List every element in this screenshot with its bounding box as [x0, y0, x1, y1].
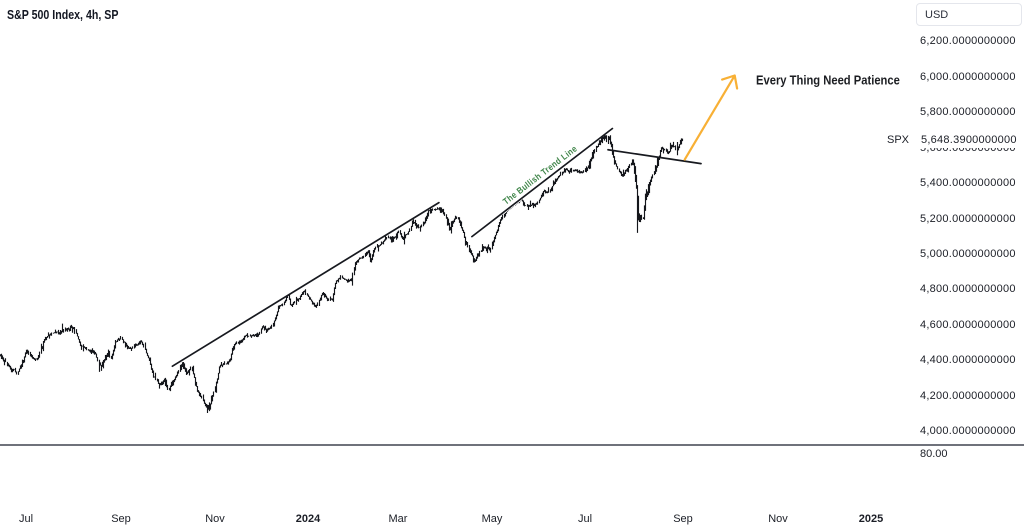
price-tick-label: 6,200.0000000000: [920, 35, 1016, 48]
time-tick-label: Mar: [388, 512, 408, 525]
currency-label: USD: [925, 8, 949, 21]
price-tick-label: 4,400.0000000000: [920, 354, 1016, 367]
trend-line-rally-resistance-2023[interactable]: [171, 201, 440, 368]
price-tick-label: 5,400.0000000000: [920, 177, 1016, 190]
time-tick-label: May: [481, 512, 503, 525]
price-tick-label: 5,800.0000000000: [920, 106, 1016, 119]
pane-separator[interactable]: [0, 443, 1024, 446]
indicator-scale-label: 80.00: [920, 447, 948, 460]
price-tick-label: 4,600.0000000000: [920, 318, 1016, 331]
last-price-label: SPX 5,648.3900000000: [884, 131, 1024, 148]
price-tick-label: 5,200.0000000000: [920, 212, 1016, 225]
up-arrow[interactable]: [683, 74, 739, 161]
time-tick-label: 2024: [295, 512, 321, 525]
currency-badge[interactable]: USD: [916, 3, 1022, 26]
price-tick-label: 5,000.0000000000: [920, 248, 1016, 260]
time-tick-label: Sep: [673, 512, 693, 525]
price-tick-label: 4,200.0000000000: [920, 389, 1016, 402]
trend-line-bullish-trend-line[interactable]: [471, 127, 614, 238]
time-tick-label: Sep: [111, 512, 131, 525]
chart-title[interactable]: S&P 500 Index, 4h, SP: [7, 8, 119, 22]
price-tick-label: 4,800.0000000000: [920, 283, 1016, 296]
time-tick-label: Jul: [18, 512, 34, 525]
time-tick-label: Jul: [577, 512, 593, 525]
price-tick-label: 4,000.0000000000: [920, 425, 1016, 438]
symbol-ticker: SPX: [886, 133, 909, 146]
time-tick-label: Nov: [768, 512, 788, 525]
annotation-patience-text[interactable]: Every Thing Need Patience: [756, 72, 900, 88]
price-tick-label: 6,000.0000000000: [920, 70, 1016, 83]
time-tick-label: Nov: [205, 512, 225, 525]
price-bars: [0, 135, 684, 413]
trend-line-neckline[interactable]: [607, 148, 702, 165]
last-price-value: 5,648.3900000000: [921, 133, 1017, 146]
time-tick-label: 2025: [858, 512, 884, 525]
